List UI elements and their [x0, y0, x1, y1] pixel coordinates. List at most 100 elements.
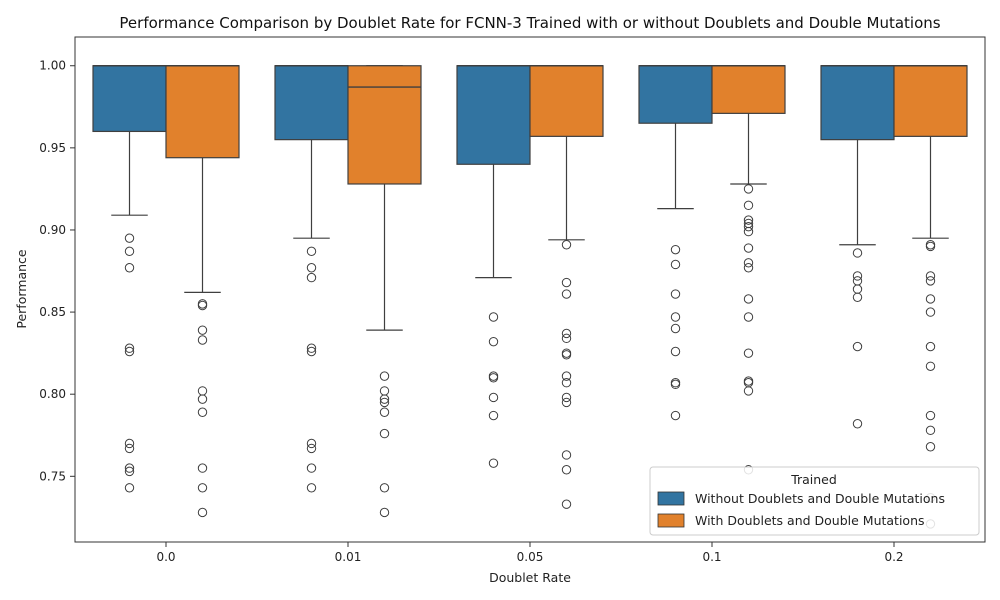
outlier-point [306, 346, 317, 357]
legend-swatch-without [657, 491, 685, 506]
outlier-point [670, 410, 681, 421]
outlier-point [379, 483, 390, 493]
outlier-point [561, 377, 572, 388]
outlier-point [124, 343, 135, 353]
legend-label-with: With Doublets and Double Mutations [695, 513, 925, 528]
box-group [529, 65, 604, 509]
outlier-point [379, 407, 390, 417]
outlier-point [306, 343, 317, 353]
iqr-box [347, 65, 422, 185]
outlier-point [197, 394, 208, 404]
outlier-point [561, 289, 572, 299]
outlier-point [561, 277, 572, 288]
outlier-point [379, 397, 390, 408]
outlier-point [124, 466, 135, 477]
outlier-point [743, 312, 754, 322]
outlier-point [197, 335, 208, 345]
box-group [893, 65, 968, 529]
outlier-point [925, 294, 936, 304]
iqr-box [638, 65, 713, 124]
y-tick-label: 0.95 [39, 141, 66, 155]
outlier-point [852, 292, 863, 303]
iqr-box [274, 65, 349, 141]
outlier-point [670, 323, 681, 334]
outlier-point [561, 397, 572, 408]
outlier-point [852, 276, 863, 286]
outlier-point [743, 294, 754, 304]
outlier-point [670, 259, 681, 270]
outlier-point [306, 483, 317, 493]
plot-area [92, 65, 968, 529]
box-group [347, 65, 422, 518]
outlier-point [743, 184, 754, 194]
outlier-point [197, 300, 208, 311]
outlier-point [925, 241, 936, 252]
iqr-box [92, 65, 167, 133]
iqr-box [529, 65, 604, 137]
iqr-box [893, 65, 968, 137]
outlier-point [124, 483, 135, 493]
iqr-box [456, 65, 531, 165]
outlier-point [925, 425, 936, 436]
outlier-point [743, 348, 754, 358]
outlier-point [925, 307, 936, 317]
iqr-box [711, 65, 786, 114]
outlier-point [197, 386, 208, 396]
outlier-point [379, 386, 390, 396]
outlier-point [306, 463, 317, 473]
outlier-point [488, 410, 499, 421]
outlier-point [561, 392, 572, 403]
outlier-point [124, 246, 135, 257]
outlier-point [197, 325, 208, 335]
outlier-point [561, 499, 572, 509]
outlier-point [925, 276, 936, 286]
y-tick-label: 0.80 [39, 387, 66, 401]
outlier-point [561, 240, 572, 250]
outlier-point [743, 226, 754, 237]
outlier-point [852, 248, 863, 258]
outlier-point [561, 350, 572, 360]
outlier-point [925, 410, 936, 421]
outlier-point [561, 333, 572, 344]
outlier-point [488, 336, 499, 347]
outlier-point [561, 371, 572, 381]
legend-swatch-with [657, 513, 685, 528]
outlier-point [488, 312, 499, 322]
outlier-point [670, 346, 681, 357]
box-group [820, 65, 895, 429]
chart-title: Performance Comparison by Doublet Rate f… [119, 14, 940, 32]
y-tick-label: 1.00 [39, 59, 66, 73]
outlier-point [743, 221, 754, 232]
outlier-point [561, 450, 572, 460]
box-group [711, 65, 786, 475]
outlier-point [197, 483, 208, 493]
box-group [274, 65, 349, 493]
box-group [456, 65, 531, 468]
y-tick-label: 0.90 [39, 223, 66, 237]
outlier-point [925, 341, 936, 352]
y-axis: 0.75 0.80 0.85 0.90 0.95 1.00 [39, 59, 75, 483]
outlier-point [561, 465, 572, 475]
outlier-point [743, 386, 754, 396]
box-group [92, 65, 167, 493]
x-axis: 0.0 0.01 0.05 0.1 0.2 [156, 542, 904, 564]
outlier-point [124, 346, 135, 357]
outlier-point [306, 272, 317, 283]
outlier-point [743, 243, 754, 253]
outlier-point [197, 507, 208, 518]
y-axis-title: Performance [14, 249, 29, 329]
outlier-point [379, 428, 390, 439]
y-tick-label: 0.75 [39, 469, 66, 483]
outlier-point [561, 328, 572, 339]
legend-title: Trained [790, 472, 837, 487]
outlier-point [743, 263, 754, 273]
legend-label-without: Without Doublets and Double Mutations [695, 491, 945, 506]
outlier-point [670, 379, 681, 390]
outlier-point [306, 438, 317, 449]
outlier-point [743, 215, 754, 225]
outlier-point [197, 407, 208, 417]
outlier-point [743, 200, 754, 211]
legend: Trained Without Doublets and Double Muta… [649, 466, 980, 536]
box-group [165, 65, 240, 518]
